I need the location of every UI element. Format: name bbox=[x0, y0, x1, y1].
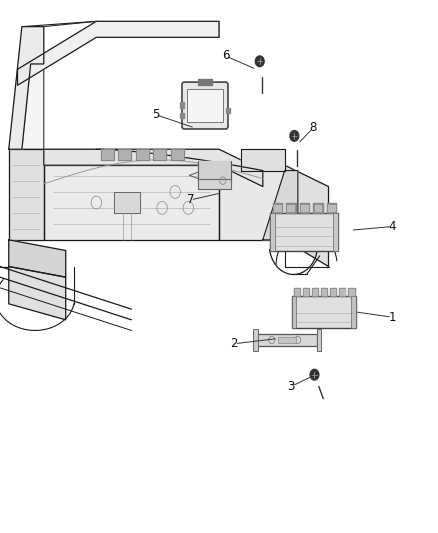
Bar bbox=[278, 337, 296, 343]
Bar bbox=[333, 213, 338, 251]
Bar bbox=[303, 288, 309, 296]
Text: 4: 4 bbox=[388, 220, 396, 233]
Bar bbox=[322, 289, 326, 295]
Bar bbox=[327, 203, 336, 213]
Polygon shape bbox=[219, 165, 285, 240]
Bar bbox=[270, 213, 275, 251]
Polygon shape bbox=[153, 149, 166, 160]
Bar bbox=[287, 205, 294, 211]
Bar bbox=[198, 79, 212, 85]
Polygon shape bbox=[118, 149, 131, 160]
Bar bbox=[312, 288, 318, 296]
Bar bbox=[257, 334, 317, 346]
Bar bbox=[300, 203, 309, 213]
Polygon shape bbox=[114, 192, 140, 213]
Bar bbox=[294, 288, 300, 296]
Polygon shape bbox=[22, 64, 44, 149]
Bar bbox=[331, 289, 336, 295]
Polygon shape bbox=[263, 171, 298, 240]
Text: 5: 5 bbox=[152, 108, 159, 121]
Bar bbox=[330, 288, 336, 296]
Polygon shape bbox=[241, 149, 285, 171]
Text: 1: 1 bbox=[388, 311, 396, 324]
Bar bbox=[328, 205, 335, 211]
Polygon shape bbox=[9, 240, 66, 277]
Polygon shape bbox=[44, 149, 263, 187]
Bar bbox=[293, 296, 296, 328]
Bar bbox=[317, 329, 321, 351]
Text: 7: 7 bbox=[187, 193, 194, 206]
Circle shape bbox=[310, 369, 319, 380]
Bar bbox=[340, 289, 345, 295]
Bar bbox=[348, 288, 354, 296]
Polygon shape bbox=[101, 149, 114, 160]
Bar bbox=[321, 288, 327, 296]
Polygon shape bbox=[136, 149, 149, 160]
Bar bbox=[313, 289, 317, 295]
Bar bbox=[304, 289, 308, 295]
Bar bbox=[180, 102, 184, 108]
Bar bbox=[272, 203, 282, 213]
FancyBboxPatch shape bbox=[187, 89, 223, 122]
Bar bbox=[293, 296, 356, 328]
Polygon shape bbox=[18, 21, 219, 85]
Polygon shape bbox=[285, 165, 328, 266]
Bar bbox=[274, 205, 281, 211]
Bar bbox=[295, 289, 299, 295]
Bar bbox=[349, 289, 353, 295]
Text: 6: 6 bbox=[222, 50, 230, 62]
Polygon shape bbox=[44, 165, 219, 240]
Bar bbox=[351, 296, 356, 328]
Polygon shape bbox=[9, 27, 44, 149]
Bar bbox=[270, 213, 338, 251]
Polygon shape bbox=[9, 266, 66, 320]
Bar bbox=[301, 205, 308, 211]
Bar bbox=[253, 329, 258, 351]
Bar bbox=[180, 113, 184, 118]
Text: 3: 3 bbox=[288, 380, 295, 393]
Polygon shape bbox=[198, 161, 231, 183]
Circle shape bbox=[290, 131, 299, 141]
Text: 2: 2 bbox=[230, 337, 238, 350]
Text: 8: 8 bbox=[310, 122, 317, 134]
FancyBboxPatch shape bbox=[182, 82, 228, 129]
Circle shape bbox=[255, 56, 264, 67]
Bar bbox=[313, 203, 323, 213]
Bar bbox=[286, 203, 296, 213]
Bar bbox=[339, 288, 346, 296]
Polygon shape bbox=[171, 149, 184, 160]
Polygon shape bbox=[9, 149, 44, 240]
Bar bbox=[314, 205, 321, 211]
Bar bbox=[198, 179, 231, 189]
Bar bbox=[226, 108, 230, 113]
